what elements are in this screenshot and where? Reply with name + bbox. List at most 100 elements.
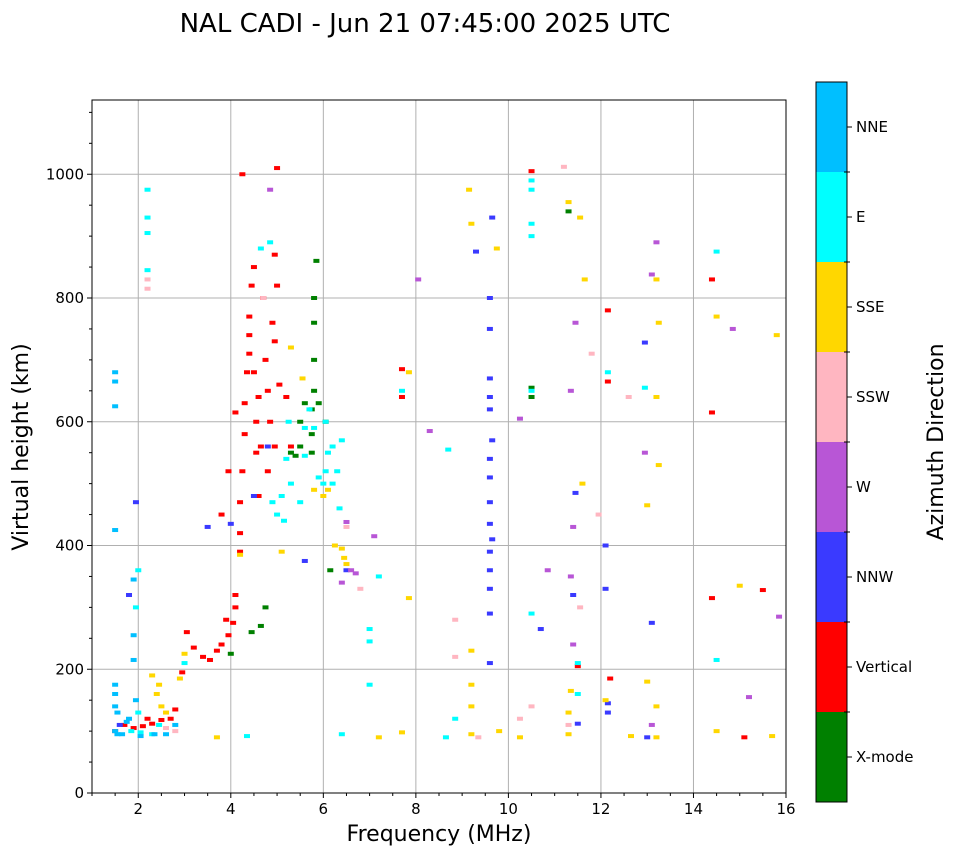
- data-point-ssw: [163, 726, 170, 731]
- data-point-vertical: [264, 388, 271, 393]
- data-point-nne: [123, 719, 130, 724]
- colorbar-frame: [815, 81, 848, 803]
- data-point-sse: [237, 552, 244, 557]
- data-point-sse: [655, 463, 662, 468]
- x-tick-label: 2: [133, 800, 143, 818]
- data-point-vertical: [230, 620, 237, 625]
- data-point-e: [156, 722, 163, 727]
- data-point-vertical: [262, 357, 269, 362]
- data-point-nne: [112, 729, 119, 734]
- data-point-vertical: [139, 724, 146, 729]
- data-point-sse: [287, 345, 294, 350]
- data-point-vertical: [398, 367, 405, 372]
- data-point-x-mode: [308, 450, 315, 455]
- azimuth-colorbar: X-mode Vertical NNW W SSW SSE E NNE: [815, 81, 913, 803]
- colorbar-tick-label: Vertical: [856, 658, 912, 676]
- data-point-e: [713, 657, 720, 662]
- data-point-vertical: [232, 605, 239, 610]
- data-point-sse: [176, 676, 183, 681]
- data-point-e: [641, 385, 648, 390]
- data-point-sse: [577, 215, 584, 220]
- data-point-x-mode: [528, 385, 535, 390]
- data-point-vertical: [253, 419, 260, 424]
- data-point-e: [137, 730, 144, 735]
- data-point-ssw: [625, 395, 632, 399]
- data-point-x-mode: [287, 450, 294, 455]
- data-point-e: [274, 512, 281, 517]
- data-point-nnw: [116, 722, 123, 727]
- data-point-nnw: [489, 215, 496, 220]
- data-point-e: [574, 661, 581, 666]
- data-point-nnw: [126, 593, 133, 597]
- data-point-vertical: [255, 395, 262, 399]
- colorbar-tick-label: NNE: [856, 118, 888, 136]
- data-point-nnw: [486, 475, 493, 480]
- data-point-vertical: [200, 654, 207, 659]
- chart-title: NAL CADI - Jun 21 07:45:00 2025 UTC: [180, 9, 671, 39]
- data-point-vertical: [257, 444, 264, 449]
- data-point-nnw: [486, 611, 493, 616]
- data-point-w: [567, 388, 574, 393]
- colorbar-swatch: [816, 262, 847, 352]
- data-point-nnw: [486, 661, 493, 666]
- data-point-sse: [163, 710, 170, 715]
- data-point-e: [366, 682, 373, 687]
- data-point-vertical: [232, 410, 239, 415]
- data-point-e: [528, 234, 535, 239]
- data-point-w: [544, 568, 551, 573]
- data-point-sse: [278, 549, 285, 554]
- data-point-x-mode: [311, 357, 318, 362]
- data-point-ssw: [560, 164, 567, 169]
- data-point-w: [426, 429, 433, 434]
- data-point-vertical: [271, 339, 278, 344]
- data-point-e: [269, 500, 276, 505]
- data-point-sse: [156, 682, 163, 687]
- data-point-vertical: [241, 432, 248, 437]
- data-point-e: [181, 661, 188, 666]
- data-point-ssw: [357, 586, 364, 591]
- data-point-sse: [653, 277, 660, 282]
- data-point-sse: [153, 692, 160, 696]
- data-point-nne: [112, 682, 119, 687]
- data-point-e: [528, 187, 535, 192]
- data-point-nnw: [489, 438, 496, 443]
- data-point-e: [135, 568, 142, 573]
- data-point-nne: [112, 704, 119, 709]
- plot-frame: [91, 99, 787, 794]
- data-point-e: [301, 425, 308, 430]
- data-point-e: [398, 388, 405, 393]
- data-point-vertical: [741, 735, 748, 740]
- data-point-vertical: [250, 265, 257, 270]
- data-point-nnw: [604, 701, 611, 706]
- data-point-e: [322, 469, 329, 474]
- y-tick-label: 400: [55, 537, 84, 555]
- data-point-w: [572, 320, 579, 325]
- data-point-ssw: [452, 654, 459, 659]
- x-tick-label: 4: [226, 800, 236, 818]
- data-point-nnw: [301, 558, 308, 563]
- data-point-ssw: [475, 735, 482, 740]
- data-point-vertical: [167, 716, 174, 721]
- data-point-sse: [311, 487, 318, 492]
- data-point-nnw: [473, 249, 480, 254]
- data-point-w: [648, 272, 655, 277]
- data-point-vertical: [239, 469, 246, 474]
- data-point-e: [574, 692, 581, 696]
- data-point-vertical: [267, 419, 274, 424]
- data-point-e: [132, 605, 139, 610]
- data-point-sse: [602, 698, 609, 703]
- data-point-sse: [653, 735, 660, 740]
- data-point-nnw: [343, 568, 350, 573]
- data-point-e: [257, 246, 264, 251]
- colorbar-swatch: [816, 82, 847, 172]
- colorbar-swatch: [816, 712, 847, 802]
- data-point-sse: [655, 320, 662, 325]
- data-point-sse: [713, 729, 720, 734]
- data-point-w: [343, 519, 350, 524]
- data-point-x-mode: [311, 296, 318, 300]
- data-point-vertical: [158, 717, 165, 722]
- data-point-vertical: [223, 617, 230, 622]
- data-point-ssw: [577, 605, 584, 610]
- data-point-vertical: [243, 370, 250, 375]
- data-point-vertical: [604, 379, 611, 384]
